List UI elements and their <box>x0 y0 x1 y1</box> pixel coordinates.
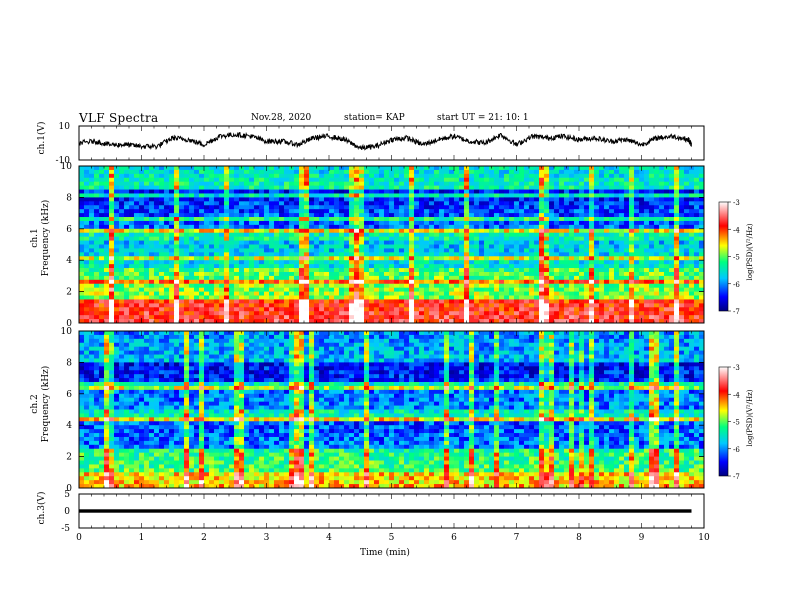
colorbar-1 <box>718 201 729 312</box>
ch1-spectrogram-axis-title: ch.1 Frequency (kHz) <box>30 183 52 293</box>
colorbar-2-tick: -6 <box>733 446 740 454</box>
ch1-frequency-label: Frequency (kHz) <box>41 199 51 277</box>
ch1-wave-ytick: 10 <box>59 122 71 132</box>
x-tick-label: 2 <box>201 533 207 543</box>
ch2-freq-ytick: 10 <box>61 327 73 337</box>
ch2-spectrogram-axis-title: ch.2 Frequency (kHz) <box>30 349 52 459</box>
ch1-label: ch.1 <box>30 228 40 248</box>
x-tick-label: 7 <box>514 533 520 543</box>
colorbar-1-tick: -6 <box>733 281 740 289</box>
x-tick-label: 4 <box>326 533 332 543</box>
x-tick-label: 3 <box>264 533 270 543</box>
colorbar-2 <box>718 366 729 477</box>
x-tick-label: 8 <box>576 533 582 543</box>
colorbar-1-tick: -5 <box>733 254 740 262</box>
ch1-freq-ytick: 0 <box>66 319 72 329</box>
colorbar-2-tick: -5 <box>733 419 740 427</box>
ch3-wave-ytick: 0 <box>64 507 70 517</box>
ch1-freq-ytick: 6 <box>66 225 72 235</box>
ch1-freq-ytick: 2 <box>66 288 72 298</box>
colorbar-2-tick: -4 <box>733 391 740 399</box>
x-tick-label: 5 <box>389 533 395 543</box>
spectrogram-ch1 <box>79 166 705 324</box>
ch3-wave-axis-title: ch.3(V) <box>37 491 47 525</box>
station-label: station= KAP <box>344 113 405 123</box>
ch2-freq-ytick: 0 <box>66 484 72 494</box>
x-tick-label: 6 <box>451 533 457 543</box>
colorbar2-title: log(PSD)(V²/Hz) <box>746 389 754 447</box>
ch2-label: ch.2 <box>30 394 40 414</box>
colorbar1-title: log(PSD)(V²/Hz) <box>746 223 754 281</box>
colorbar-2-tick: -7 <box>733 473 740 481</box>
colorbar-1-tick: -4 <box>733 226 740 234</box>
colorbar-1-tick: -7 <box>733 308 740 316</box>
x-tick-label: 9 <box>639 533 645 543</box>
colorbar-1-tick: -3 <box>733 199 740 207</box>
x-axis-title: Time (min) <box>360 548 410 558</box>
x-tick-label: 0 <box>76 533 82 543</box>
ch1-wave-ytick: -10 <box>56 156 71 166</box>
ch1-freq-ytick: 4 <box>66 256 72 266</box>
start-time-label: start UT = 21: 10: 1 <box>437 113 529 123</box>
panel-frame-1 <box>78 125 705 161</box>
ch3-wave-ytick: 5 <box>64 490 70 500</box>
ch1-freq-ytick: 10 <box>61 162 73 172</box>
ch2-freq-ytick: 8 <box>66 358 72 368</box>
ch3-wave-ytick: -5 <box>61 524 70 534</box>
colorbar-2-tick: -3 <box>733 364 740 372</box>
ch2-freq-ytick: 4 <box>66 421 72 431</box>
figure-title: VLF Spectra <box>79 111 159 125</box>
ch2-freq-ytick: 6 <box>66 390 72 400</box>
ch1-freq-ytick: 8 <box>66 193 72 203</box>
x-tick-label: 1 <box>139 533 145 543</box>
recording-date: Nov.28, 2020 <box>251 113 312 123</box>
ch1-wave-axis-title: ch.1(V) <box>37 121 47 155</box>
x-tick-label: 10 <box>698 533 710 543</box>
ch2-freq-ytick: 2 <box>66 453 72 463</box>
ch3-waveform-band <box>79 509 692 513</box>
ch1-waveform-line <box>78 131 692 151</box>
spectrogram-ch2 <box>79 331 705 489</box>
ch2-frequency-label: Frequency (kHz) <box>41 365 51 443</box>
